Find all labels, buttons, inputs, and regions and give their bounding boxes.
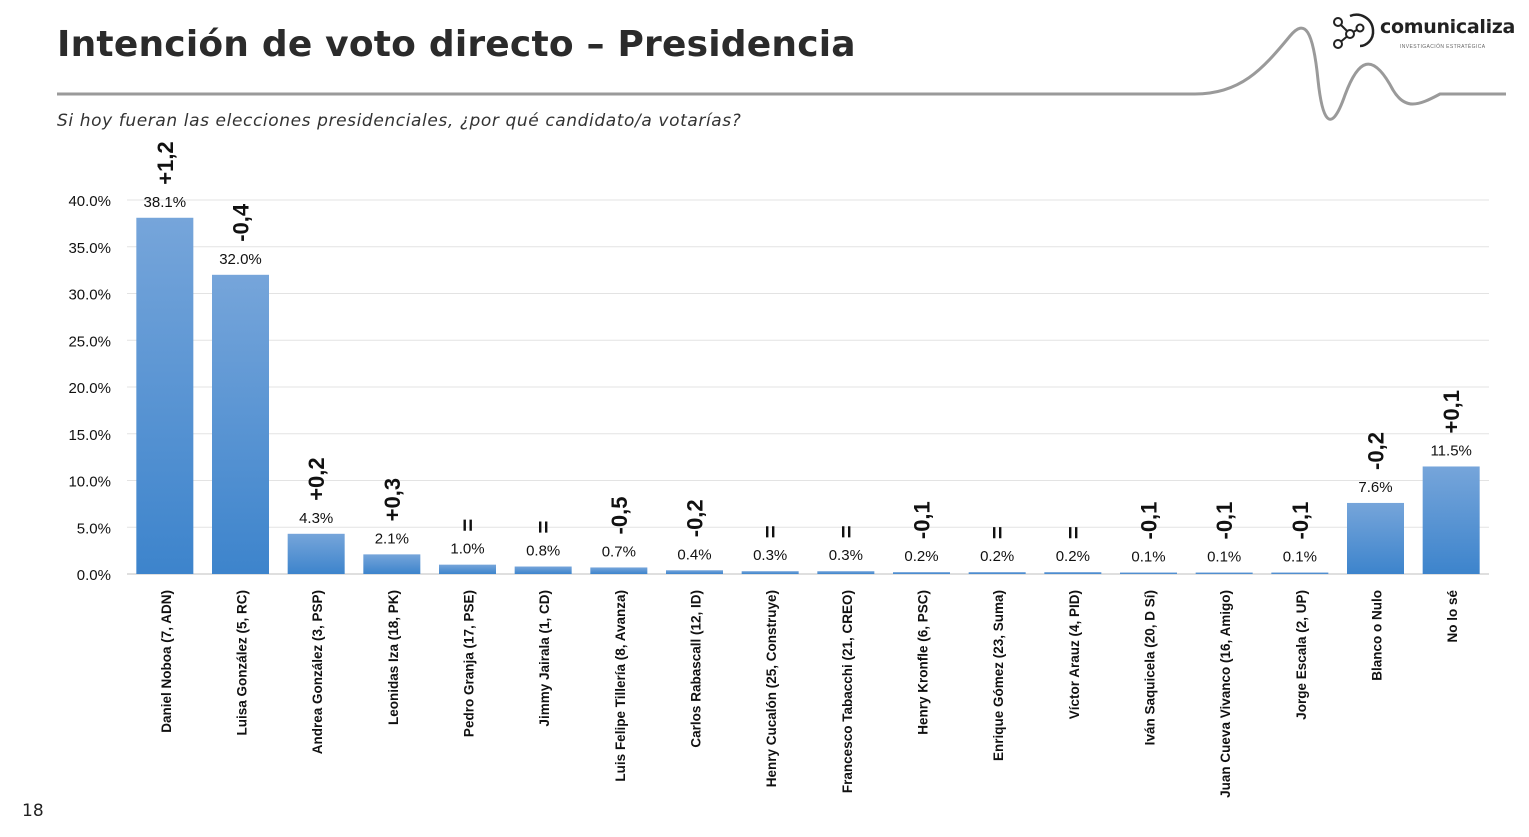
bar <box>1044 572 1102 574</box>
brand-logo: comunicaliza INVESTIGACIÓN ESTRATÉGICA <box>1330 10 1520 60</box>
data-label: 38.1% <box>144 194 187 211</box>
bar <box>212 274 269 574</box>
bar <box>893 572 950 574</box>
x-category-label: Francesco Tabacchi (21, CREO) <box>840 590 855 793</box>
page-title: Intención de voto directo – Presidencia <box>57 24 856 65</box>
x-category-label: Daniel Noboa (7, ADN) <box>159 590 174 733</box>
bar <box>136 217 194 574</box>
change-label: -0,2 <box>1364 432 1389 470</box>
change-label: +0,1 <box>1439 390 1464 433</box>
bar <box>1347 502 1404 574</box>
bar <box>287 533 345 574</box>
x-category-label: Jorge Escala (2, UP) <box>1294 590 1309 720</box>
data-label: 0.2% <box>1056 548 1090 565</box>
bar <box>1120 572 1177 574</box>
bar <box>666 570 723 574</box>
data-label: 0.3% <box>829 547 863 564</box>
x-category-label: No lo sé <box>1445 590 1460 643</box>
x-category-label: Henry Kronfle (6, PSC) <box>916 590 931 735</box>
bar <box>363 554 421 574</box>
x-category-label: Luisa González (5, RC) <box>235 590 250 736</box>
bar <box>968 572 1026 574</box>
y-tick-label: 5.0% <box>77 520 111 537</box>
x-category-label: Henry Cucalón (25, Construye) <box>764 590 779 787</box>
change-label: +1,2 <box>153 141 178 184</box>
change-label: = <box>456 519 481 532</box>
x-category-label: Juan Cueva Vivanco (16, Amigo) <box>1218 590 1233 798</box>
x-category-label: Carlos Rabascall (12, ID) <box>689 590 704 748</box>
bar <box>439 564 496 574</box>
change-label: -0,4 <box>229 203 254 242</box>
change-labels: +1,2 -0,4 +0,2 +0,3 = = -0,5 -0,2 = = -0,1 = = -0,1 -0… <box>153 141 1464 539</box>
page-subtitle: Si hoy fueran las elecciones presidencia… <box>57 111 742 131</box>
x-category-label: Leonidas Iza (18, PK) <box>386 590 401 725</box>
y-tick-label: 0.0% <box>77 567 111 584</box>
data-label: 0.3% <box>753 547 787 564</box>
change-label: = <box>531 521 556 534</box>
data-label: 11.5% <box>1430 442 1471 459</box>
y-tick-label: 35.0% <box>68 240 111 257</box>
x-category-label: Blanco o Nulo <box>1370 590 1385 681</box>
y-tick-label: 20.0% <box>68 380 111 397</box>
change-label: +0,3 <box>380 478 405 521</box>
data-label: 0.1% <box>1207 549 1241 566</box>
data-label: 0.4% <box>677 546 711 563</box>
change-label: = <box>985 526 1010 539</box>
bar <box>1271 572 1329 574</box>
change-label: = <box>834 525 859 538</box>
x-category-label: Enrique Gómez (23, Suma) <box>991 590 1006 761</box>
bars <box>136 217 1480 574</box>
x-axis-category-labels: Daniel Noboa (7, ADN) Luisa González (5, … <box>159 590 1460 798</box>
data-label: 2.1% <box>375 530 409 547</box>
y-tick-label: 10.0% <box>68 474 111 491</box>
change-label: +0,2 <box>304 457 329 500</box>
x-category-label: Iván Saquicela (20, D Sí) <box>1143 590 1158 745</box>
logo-wordmark: comunicaliza <box>1380 16 1516 38</box>
bar <box>1195 572 1253 574</box>
data-label: 1.0% <box>450 541 484 558</box>
change-label: -0,1 <box>1137 502 1162 540</box>
change-label: = <box>758 525 783 538</box>
change-label: -0,1 <box>910 501 935 539</box>
y-tick-label: 15.0% <box>68 427 111 444</box>
header-wave-decoration <box>57 26 1506 121</box>
data-label: 4.3% <box>299 510 333 527</box>
x-category-label: Pedro Granja (17, PSE) <box>462 590 477 737</box>
page-number: 18 <box>22 801 44 821</box>
data-label: 0.1% <box>1283 549 1317 566</box>
change-label: -0,2 <box>683 499 708 537</box>
x-category-label: Andrea González (3, PSP) <box>310 590 325 754</box>
logo-tagline: INVESTIGACIÓN ESTRATÉGICA <box>1400 44 1486 50</box>
change-label: -0,5 <box>607 497 632 535</box>
x-category-label: Jimmy Jairala (1, CD) <box>537 590 552 727</box>
data-label: 0.7% <box>602 543 636 560</box>
wave-line <box>57 26 1506 121</box>
y-axis-tick-labels: 0.0% 5.0% 10.0% 15.0% 20.0% 25.0% 30.0% 35.0% 40… <box>68 193 111 584</box>
gridlines <box>127 199 1489 575</box>
y-tick-label: 40.0% <box>68 193 111 210</box>
bar <box>817 571 875 574</box>
y-tick-label: 30.0% <box>68 287 111 304</box>
bar <box>514 566 572 574</box>
data-label: 0.2% <box>980 548 1014 565</box>
bar <box>590 567 648 574</box>
change-label: = <box>1061 526 1086 539</box>
data-label: 0.2% <box>904 548 938 565</box>
data-label: 7.6% <box>1358 479 1392 496</box>
bar <box>1422 466 1480 574</box>
data-label: 32.0% <box>219 251 262 268</box>
change-label: -0,1 <box>1288 502 1313 540</box>
change-label: -0,1 <box>1212 502 1237 540</box>
bar <box>741 571 799 574</box>
data-label: 0.8% <box>526 543 560 560</box>
x-category-label: Víctor Arauz (4, PID) <box>1067 590 1082 719</box>
x-category-label: Luis Felipe Tillería (8, Avanza) <box>613 590 628 782</box>
data-labels: 38.1% 32.0% 4.3% 2.1% 1.0% 0.8% 0.7% 0.4% 0.3% 0.… <box>144 194 1472 566</box>
data-label: 0.1% <box>1131 549 1165 566</box>
y-tick-label: 25.0% <box>68 333 111 350</box>
network-head-icon <box>1333 13 1375 49</box>
